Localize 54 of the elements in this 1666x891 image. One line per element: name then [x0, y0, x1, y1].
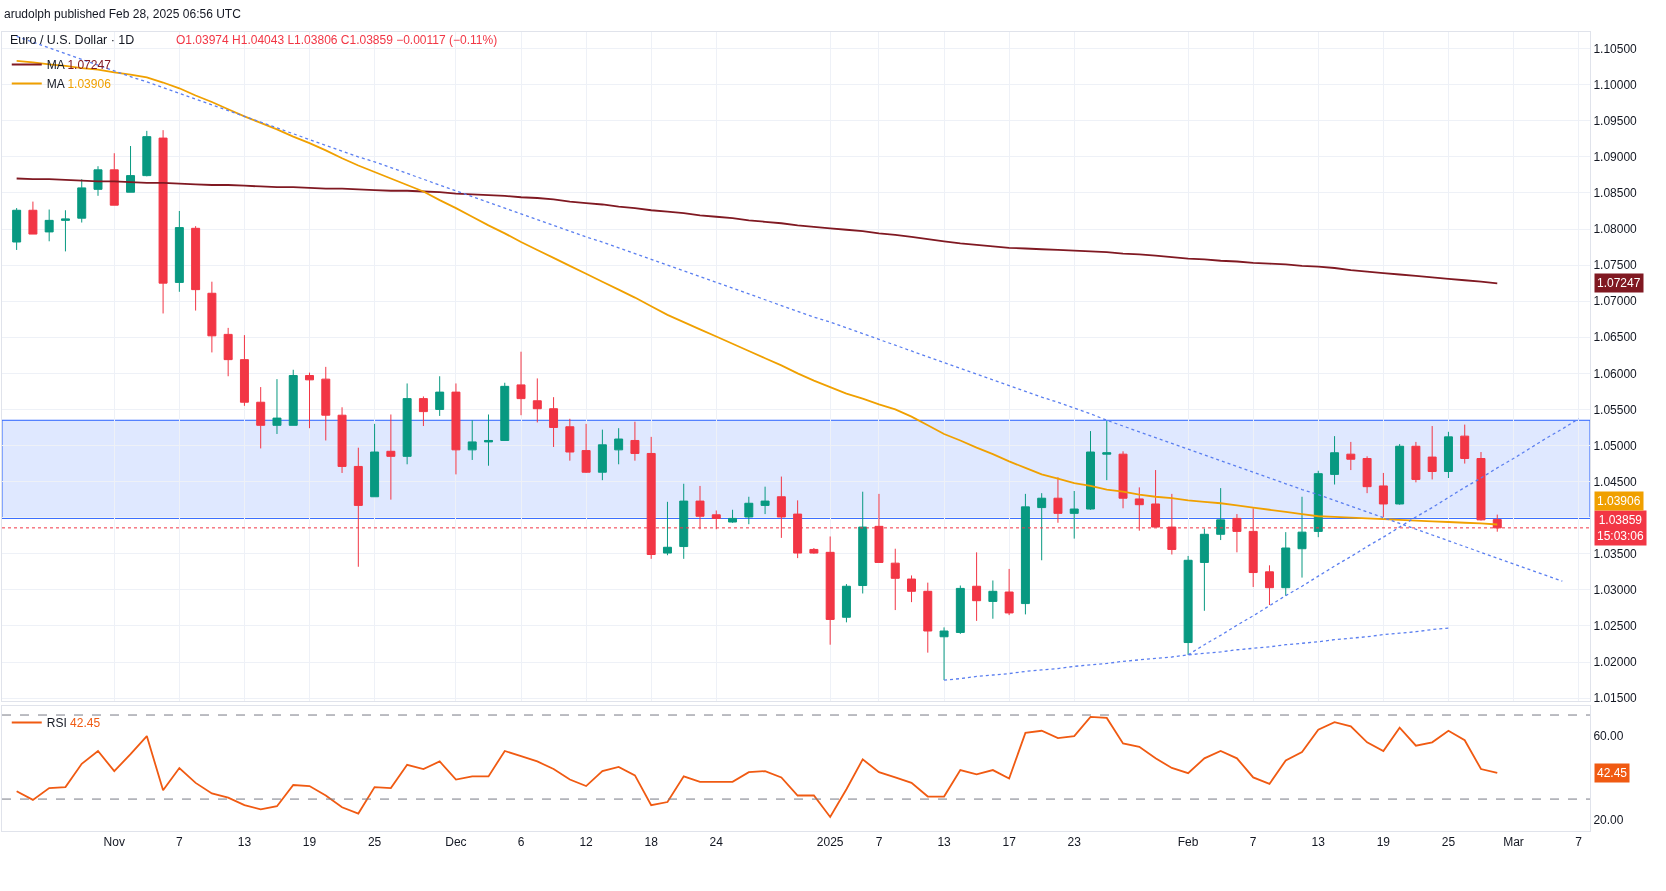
x-tick-label: 19 [1376, 835, 1391, 850]
y-tick-label: 1.07000 [1593, 294, 1638, 309]
y-tick-label: 60.00 [1593, 729, 1624, 744]
x-tick-label: 23 [1067, 835, 1082, 850]
x-tick-label: 25 [367, 835, 382, 850]
y-tick-label: 1.06500 [1593, 330, 1638, 345]
y-tick-label: 1.08000 [1593, 222, 1638, 237]
text: 42.45 [1597, 766, 1628, 780]
x-tick-label: Mar [1503, 835, 1524, 850]
y-tick-label: 1.09500 [1593, 113, 1638, 128]
text: arudolph published Feb 28, 2025 06:56 UTC [4, 7, 242, 21]
x-tick-label: Feb [1177, 835, 1199, 850]
annotation: 1.03906 [67, 77, 112, 92]
annotation: 42.45 [70, 716, 101, 731]
x-tick-label: 24 [709, 835, 724, 850]
x-tick-label: 7 [1575, 835, 1583, 850]
x-tick-label: 7 [1249, 835, 1257, 850]
chart-title: Euro / U.S. Dollar · 1D [10, 33, 135, 47]
y-tick-label: 1.05500 [1593, 402, 1638, 417]
x-tick-label: 7 [875, 835, 883, 850]
text: 15:03:06 [1597, 528, 1645, 543]
x-tick-label: 7 [176, 835, 184, 850]
y-tick-label: 1.02500 [1593, 619, 1638, 634]
x-tick-label: 13 [237, 835, 252, 850]
x-tick-label: 2025 [816, 835, 844, 850]
y-tick-label: 1.04500 [1593, 474, 1638, 489]
y-tick-label: 1.01500 [1593, 691, 1638, 706]
x-tick-label: 13 [937, 835, 952, 850]
legend-label: MA [46, 77, 65, 92]
x-tick-label: 19 [302, 835, 317, 850]
y-tick-label: 1.03500 [1593, 546, 1638, 561]
ref-line-label: 1.03859 [1598, 513, 1643, 527]
y-tick-label: 1.08500 [1593, 186, 1638, 201]
x-tick-label: 12 [579, 835, 594, 850]
y-tick-label: 1.02000 [1593, 655, 1638, 670]
y-tick-label: 1.10500 [1593, 41, 1638, 56]
x-tick-label: 18 [644, 835, 659, 850]
y-tick-label: 1.06000 [1593, 366, 1638, 381]
y-tick-label: 20.00 [1593, 813, 1624, 828]
x-tick-label: 17 [1002, 835, 1017, 850]
x-tick-label: 25 [1441, 835, 1456, 850]
text: 1.07247 [1597, 276, 1641, 290]
y-tick-label: 1.03000 [1593, 583, 1638, 598]
legend-label: RSI [46, 716, 67, 731]
y-tick-label: 1.10000 [1593, 77, 1638, 92]
y-tick-label: 1.05000 [1593, 438, 1638, 453]
annotation: O1.03974 H1.04043 L1.03806 C1.03859 −0.00117 (−0.11%) [176, 33, 498, 47]
x-tick-label: Nov [103, 835, 125, 850]
y-tick-label: 1.09000 [1593, 150, 1638, 165]
x-tick-label: 13 [1311, 835, 1326, 850]
x-tick-label: Dec [445, 835, 467, 850]
y-tick-label: 1.07500 [1593, 258, 1638, 273]
text: 1.03906 [1597, 494, 1641, 508]
x-tick-label: 6 [517, 835, 525, 850]
